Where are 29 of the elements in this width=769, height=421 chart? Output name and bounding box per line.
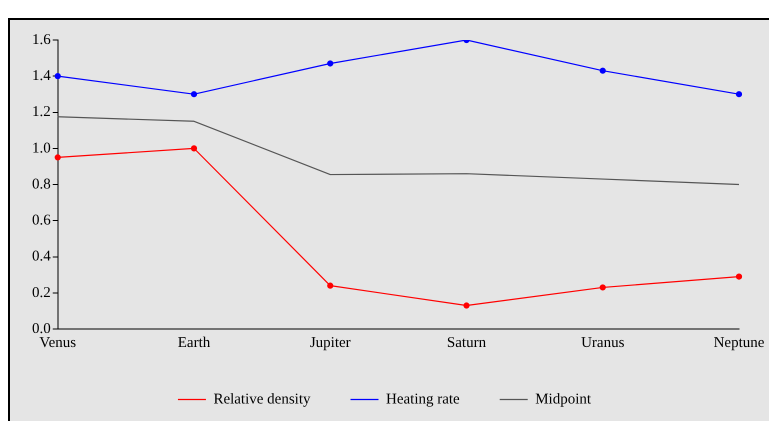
y-tick-label: 0.6 [32, 212, 52, 229]
y-tick-label: 1.2 [32, 104, 51, 120]
point [463, 302, 470, 309]
y-tick-label: 0.0 [32, 320, 51, 337]
x-tick-label: Neptune [714, 334, 765, 351]
y-tick-label: 1.4 [32, 68, 52, 84]
x-tick-label: Jupiter [310, 334, 351, 351]
point [600, 68, 606, 74]
x-tick-label: Uranus [581, 334, 625, 351]
y-tick-label: 0.8 [32, 176, 51, 192]
point [54, 154, 61, 161]
y-tick-label: 0.4 [32, 248, 52, 265]
y-tick-label: 1.0 [32, 140, 51, 156]
legend-label: Midpoint [535, 391, 592, 408]
point [736, 274, 742, 280]
point [736, 91, 742, 98]
legend-label: Relative density [213, 391, 312, 408]
point [327, 282, 334, 289]
legend-label: Heating rate [386, 391, 460, 408]
point [190, 91, 198, 98]
x-tick-label: Saturn [446, 334, 487, 351]
x-tick-label: Venus [39, 334, 76, 351]
point [190, 145, 198, 152]
point [54, 73, 61, 80]
y-tick-label: 1.6 [32, 32, 52, 48]
y-tick-label: 0.2 [32, 284, 51, 301]
point [327, 60, 334, 67]
x-tick-label: Earth [178, 334, 211, 351]
point [600, 284, 606, 291]
